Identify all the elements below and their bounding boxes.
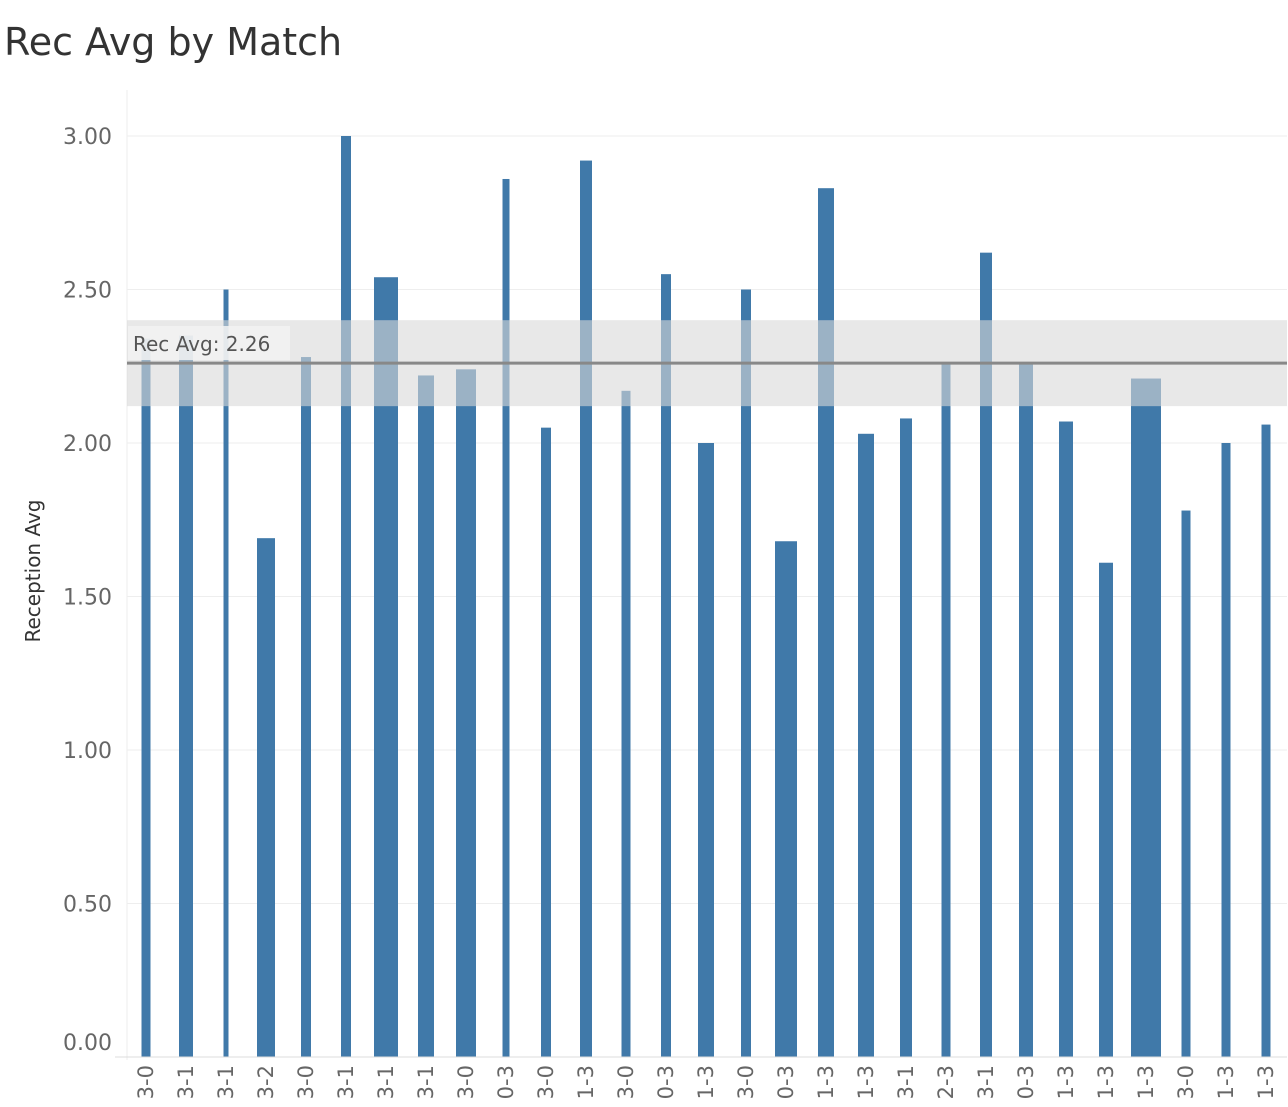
x-tick-label: 1-3 (574, 1065, 598, 1099)
bar-13[interactable] (661, 274, 671, 1057)
bar-28[interactable] (1261, 424, 1271, 1058)
bar-17[interactable] (818, 188, 834, 1057)
bar-1[interactable] (179, 335, 193, 1057)
y-tick-label: 1.00 (63, 739, 112, 764)
x-tick-label: 3-0 (614, 1065, 638, 1099)
x-tick-label: 3-0 (1174, 1065, 1198, 1099)
x-tick-label: 0-3 (654, 1065, 678, 1099)
x-tick-label: 2-3 (934, 1065, 958, 1099)
x-tick-label: 1-3 (854, 1065, 878, 1099)
bar-12[interactable] (621, 390, 631, 1057)
bar-3[interactable] (257, 538, 275, 1057)
bar-27[interactable] (1221, 443, 1231, 1057)
x-tick-label: 3-1 (374, 1065, 398, 1099)
bar-22[interactable] (1019, 363, 1033, 1057)
y-tick-label: 3.00 (63, 125, 112, 150)
x-tick-label: 3-1 (214, 1065, 238, 1099)
x-tick-label: 3-1 (174, 1065, 198, 1099)
bar-10[interactable] (541, 427, 551, 1057)
bar-6[interactable] (374, 277, 398, 1058)
bar-20[interactable] (941, 363, 951, 1057)
bar-24[interactable] (1099, 562, 1113, 1057)
bar-2[interactable] (223, 289, 229, 1058)
y-tick-label: 2.00 (63, 432, 112, 457)
x-tick-label: 0-3 (1014, 1065, 1038, 1099)
x-tick-label: 3-1 (974, 1065, 998, 1099)
x-tick-label: 3-0 (294, 1065, 318, 1099)
x-tick-label: 3-0 (454, 1065, 478, 1099)
y-tick-label: 0.50 (63, 893, 112, 918)
chart-title: Rec Avg by Match (4, 20, 343, 64)
x-tick-label: 3-0 (534, 1065, 558, 1099)
bar-11[interactable] (580, 160, 592, 1057)
bar-15[interactable] (741, 289, 751, 1058)
x-tick-label: 3-1 (334, 1065, 358, 1099)
reference-line-label: Rec Avg: 2.26 (133, 332, 270, 356)
x-tick-label: 1-3 (1094, 1065, 1118, 1099)
x-tick-label: 3-1 (894, 1065, 918, 1099)
x-tick-label: 1-3 (1134, 1065, 1158, 1099)
bar-25[interactable] (1131, 378, 1161, 1057)
bar-23[interactable] (1059, 421, 1073, 1057)
bar-7[interactable] (418, 375, 434, 1058)
y-tick-label: 0.00 (63, 1031, 112, 1056)
bar-18[interactable] (858, 433, 874, 1057)
x-tick-label: 3-2 (254, 1065, 278, 1099)
x-tick-label: 1-3 (1214, 1065, 1238, 1099)
bar-16[interactable] (775, 541, 797, 1057)
x-tick-label: 0-3 (494, 1065, 518, 1099)
bar-21[interactable] (980, 252, 992, 1057)
x-tick-label: 3-0 (734, 1065, 758, 1099)
x-tick-label: 3-1 (414, 1065, 438, 1099)
bar-4[interactable] (301, 357, 311, 1057)
x-tick-label: 3-0 (134, 1065, 158, 1099)
y-tick-label: 2.50 (63, 279, 112, 304)
bar-9[interactable] (502, 178, 510, 1058)
x-tick-label: 0-3 (774, 1065, 798, 1099)
bar-19[interactable] (900, 418, 912, 1057)
y-tick-label: 1.50 (63, 586, 112, 611)
bar-0[interactable] (141, 338, 151, 1057)
x-tick-label: 1-3 (814, 1065, 838, 1099)
bar-26[interactable] (1181, 510, 1191, 1057)
x-tick-label: 1-3 (1054, 1065, 1078, 1099)
bar-14[interactable] (698, 443, 714, 1057)
x-tick-label: 1-3 (694, 1065, 718, 1099)
bar-5[interactable] (341, 136, 351, 1057)
reference-label-bg (128, 326, 290, 360)
bar-8[interactable] (456, 369, 476, 1057)
y-axis-label: Reception Avg (21, 499, 45, 642)
x-tick-label: 1-3 (1254, 1065, 1278, 1099)
